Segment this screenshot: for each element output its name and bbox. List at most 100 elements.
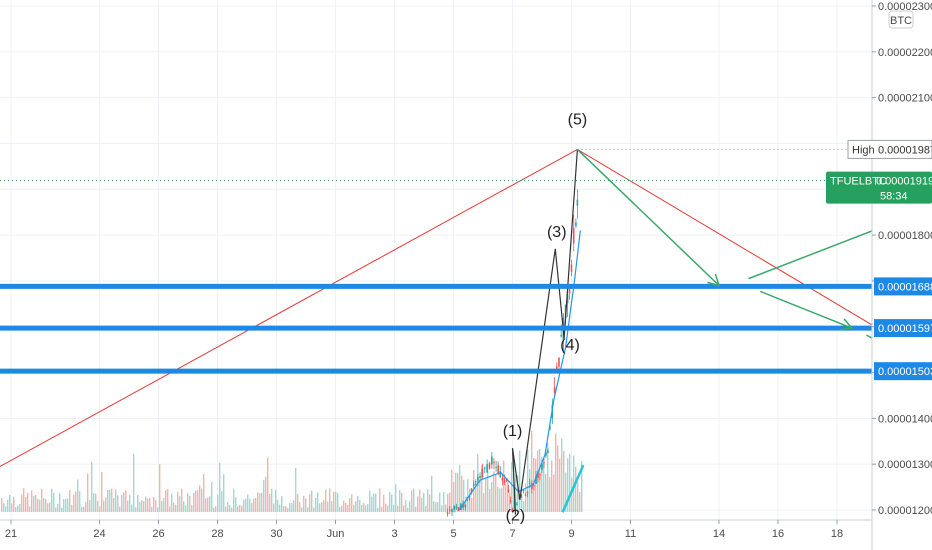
trend-line-rise — [0, 148, 578, 467]
volume-bar — [317, 492, 319, 512]
last-symbol: TFUELBTC — [830, 176, 887, 188]
volume-bar — [371, 496, 373, 512]
volume-bar — [429, 494, 431, 512]
high-label-bg — [848, 140, 876, 159]
volume-bar — [49, 502, 51, 512]
volume-bar — [379, 488, 381, 512]
candle-body — [533, 485, 535, 487]
volume-bar — [191, 505, 193, 512]
volume-bar — [449, 492, 451, 512]
volume-bar — [557, 445, 559, 512]
volume-bar — [293, 500, 295, 512]
volume-bar — [443, 492, 445, 512]
candle-body — [455, 506, 458, 508]
candle-body — [457, 507, 460, 511]
volume-bar — [143, 501, 145, 512]
volume-bar — [237, 506, 239, 512]
level-tag-1: 0.00001688 — [878, 281, 932, 293]
candle-body — [470, 488, 473, 493]
volume-bar — [235, 497, 237, 512]
price-tick-label-1: 0.00002200 — [878, 47, 932, 59]
volume-bar — [521, 496, 523, 512]
volume-bar — [505, 484, 507, 512]
volume-bar — [409, 500, 411, 512]
volume-bar — [107, 490, 109, 512]
price-candles — [446, 189, 581, 517]
candle-body — [509, 500, 512, 502]
volume-bar — [309, 494, 311, 512]
candle-body — [526, 492, 529, 493]
candle-body — [483, 467, 486, 469]
volume-bar — [501, 488, 503, 512]
volume-bar — [55, 507, 57, 512]
price-tick-label-11: 0.00001200 — [878, 505, 932, 517]
volume-bar — [389, 491, 391, 512]
volume-bar — [73, 494, 75, 512]
volume-bar — [415, 506, 417, 512]
volume-bar — [63, 499, 65, 512]
volume-bar — [51, 488, 53, 512]
volume-bar — [439, 492, 441, 512]
level-tag-2: 0.00001597 — [878, 323, 932, 335]
volume-bar — [307, 507, 309, 512]
high-value: 0.00001987 — [878, 144, 932, 156]
volume-bar — [287, 507, 289, 512]
candle-body — [451, 509, 453, 513]
volume-bar — [281, 496, 283, 512]
candle-body — [568, 286, 571, 294]
volume-bar — [109, 489, 111, 512]
time-tick-label-13: 18 — [831, 528, 843, 540]
volume-bar — [1, 498, 3, 512]
volume-bar — [87, 473, 89, 512]
volume-bar — [19, 504, 21, 512]
volume-bar — [11, 503, 13, 512]
volume-bar — [295, 468, 297, 512]
volume-bar — [115, 489, 117, 512]
volume-bar — [397, 505, 399, 512]
volume-bar — [43, 498, 45, 512]
volume-bar — [171, 493, 173, 512]
volume-bar — [423, 492, 425, 512]
level-tag-1-bg — [874, 277, 932, 296]
volume-bar — [433, 501, 435, 512]
volume-bar — [145, 496, 147, 512]
volume-bar — [183, 501, 185, 512]
volume-bar — [5, 506, 7, 512]
candle-body — [481, 468, 484, 478]
time-tick-label-5: Jun — [327, 528, 345, 540]
time-tick-label-10: 11 — [625, 528, 636, 540]
volume-bar — [417, 496, 419, 512]
candle-body — [446, 512, 449, 515]
price-tick-label-2: 0.00002100 — [878, 93, 932, 105]
volume-bar — [177, 492, 179, 512]
volume-bar — [123, 492, 125, 512]
volume-bar — [405, 500, 407, 512]
volume-bar — [297, 494, 299, 512]
volume-bar — [419, 489, 421, 512]
volume-bar — [105, 497, 107, 512]
volume-bar — [229, 505, 231, 512]
volume-bar — [223, 474, 225, 512]
wave-label-3: (3) — [547, 224, 567, 241]
volume-bar — [267, 457, 269, 512]
volume-bar — [243, 499, 245, 512]
volume-bar — [329, 488, 331, 512]
volume-bar — [69, 490, 71, 512]
volume-bar — [529, 468, 531, 512]
candle-body — [531, 483, 533, 490]
time-axis[interactable]: 21 24 26 28 30 Jun 3 5 7 9 11 14 16 18 — [0, 519, 872, 540]
volume-bar — [481, 465, 483, 512]
moving-average-line — [458, 230, 581, 511]
volume-bar — [345, 502, 347, 512]
volume-bar — [339, 507, 341, 512]
arrow-drop-1 — [576, 148, 720, 287]
candle-body — [472, 483, 475, 486]
volume-bar — [139, 501, 141, 512]
volume-bar — [323, 500, 325, 512]
volume-bar — [391, 494, 393, 512]
volume-bar — [251, 502, 253, 512]
candle-body — [524, 494, 527, 496]
time-tick-label-8: 7 — [509, 528, 515, 540]
volume-bar — [13, 496, 15, 512]
